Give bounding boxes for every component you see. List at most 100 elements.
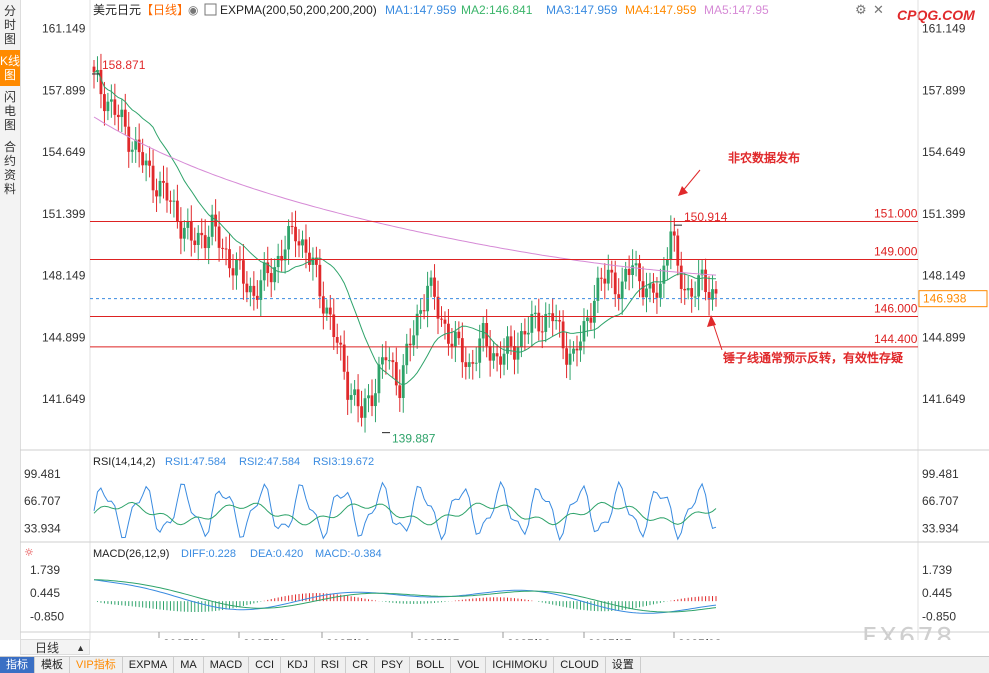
candle-body <box>325 307 329 314</box>
eye-icon[interactable]: ◉ <box>188 3 198 17</box>
y-tick-label-right: 157.899 <box>922 83 966 97</box>
candle-body <box>554 320 558 322</box>
candle-body <box>287 226 290 250</box>
candle-body <box>540 331 544 333</box>
level-label: 144.400 <box>874 332 918 346</box>
sidebar-item-flash[interactable]: 闪电图 <box>3 90 16 132</box>
candle-body <box>165 182 169 201</box>
indicator-tab[interactable]: BOLL <box>410 657 452 673</box>
candle-body <box>255 295 259 300</box>
candle-body <box>603 278 607 284</box>
candle-body <box>544 313 548 332</box>
candle-body <box>398 385 402 398</box>
close-icon[interactable]: ✕ <box>873 3 884 18</box>
indicator-tab[interactable]: 模板 <box>35 657 70 673</box>
indicator-tab[interactable]: 设置 <box>606 657 641 673</box>
candle-body <box>113 99 117 115</box>
candle-body <box>179 221 183 239</box>
candle-body <box>217 226 221 248</box>
candle-body <box>123 109 127 127</box>
sidebar-item-timeshare[interactable]: 分时图 <box>3 4 16 46</box>
peak-price-label: 150.914 <box>684 210 728 224</box>
indicator-tab[interactable]: RSI <box>315 657 347 673</box>
candle-body <box>447 323 450 344</box>
x-tick-label: 2025/08 <box>678 637 722 640</box>
candle-body <box>700 269 704 276</box>
indicator-tab[interactable]: EXPMA <box>123 657 175 673</box>
indicator-tab[interactable]: MACD <box>204 657 250 673</box>
rsi-label-2: RSI2:47.584 <box>239 456 300 468</box>
candle-body <box>401 365 405 398</box>
candle-body <box>377 364 381 394</box>
candle-body <box>485 323 489 347</box>
candle-body <box>162 180 165 183</box>
rsi-y-tick-right: 33.934 <box>922 521 959 535</box>
indicator-name: EXPMA(200,50,200,200,200) <box>220 3 377 17</box>
candle-body <box>221 247 224 249</box>
rsi-line-2 <box>93 501 717 526</box>
indicator-icon[interactable] <box>204 3 217 16</box>
candle-body <box>516 347 520 360</box>
candle-body <box>589 317 593 323</box>
indicator-tab[interactable]: PSY <box>375 657 411 673</box>
candle-body <box>679 265 683 289</box>
settings-icon[interactable]: ⚙ <box>855 3 867 18</box>
candle-body <box>155 190 158 197</box>
indicator-tab[interactable]: CCI <box>249 657 282 673</box>
macd-toggle-icon[interactable]: ☼ <box>24 546 34 559</box>
ma-legend-item: MA3:147.959 <box>546 3 618 17</box>
candle-body <box>561 321 565 349</box>
candle-body <box>252 285 256 296</box>
indicator-tab[interactable]: MA <box>174 657 204 673</box>
indicator-tab[interactable]: VIP指标 <box>70 657 123 673</box>
candle-body <box>280 255 284 261</box>
period-selector[interactable]: 日线 ▲ <box>20 639 90 655</box>
rsi-pane: 99.481 99.481 66.707 66.707 33.934 33.934 <box>24 467 959 542</box>
candle-body <box>415 313 419 336</box>
indicator-tab[interactable]: KDJ <box>281 657 315 673</box>
candle-body <box>467 362 471 367</box>
candle-body <box>440 318 443 320</box>
candle-body <box>408 343 412 346</box>
candle-body <box>547 313 551 315</box>
candle-body <box>207 236 211 249</box>
candle-body <box>269 273 273 283</box>
rsi-line-1 <box>93 480 717 542</box>
candle-body <box>693 296 697 298</box>
ma-legend-item: MA2:146.841 <box>461 3 533 17</box>
candle-body <box>374 393 377 407</box>
candle-body <box>572 348 575 354</box>
sidebar-item-contract-info[interactable]: 合约资料 <box>3 140 16 196</box>
candle-body <box>99 69 103 95</box>
indicator-tab[interactable]: 指标 <box>0 657 35 673</box>
candle-body <box>617 294 621 299</box>
candle-body <box>103 94 106 112</box>
candle-body <box>245 283 249 293</box>
rsi-y-tick-right: 99.481 <box>922 467 959 481</box>
candle-body <box>228 249 231 269</box>
candle-body <box>707 292 711 300</box>
candle-body <box>478 338 482 363</box>
candle-body <box>242 260 245 284</box>
candle-body <box>259 280 263 300</box>
candle-body <box>631 265 635 276</box>
candle-body <box>513 346 516 360</box>
candle-body <box>457 331 461 339</box>
candle-body <box>419 310 423 314</box>
candle-body <box>575 348 579 351</box>
indicator-tab[interactable]: VOL <box>451 657 487 673</box>
indicator-tab[interactable]: CR <box>346 657 376 673</box>
candle-body <box>520 331 523 348</box>
indicator-tab[interactable]: ICHIMOKU <box>486 657 555 673</box>
sidebar-item-kline[interactable]: K线图 <box>0 50 20 86</box>
candle-body <box>533 312 537 314</box>
candle-body <box>492 353 496 361</box>
candle-body <box>499 356 502 365</box>
candle-body <box>172 200 176 202</box>
candle-body <box>655 292 659 298</box>
candle-body <box>262 262 266 281</box>
level-label: 151.000 <box>874 207 918 221</box>
candle-body <box>328 307 332 315</box>
indicator-tab[interactable]: CLOUD <box>554 657 606 673</box>
macd-y-tick-right: 0.445 <box>922 586 952 600</box>
